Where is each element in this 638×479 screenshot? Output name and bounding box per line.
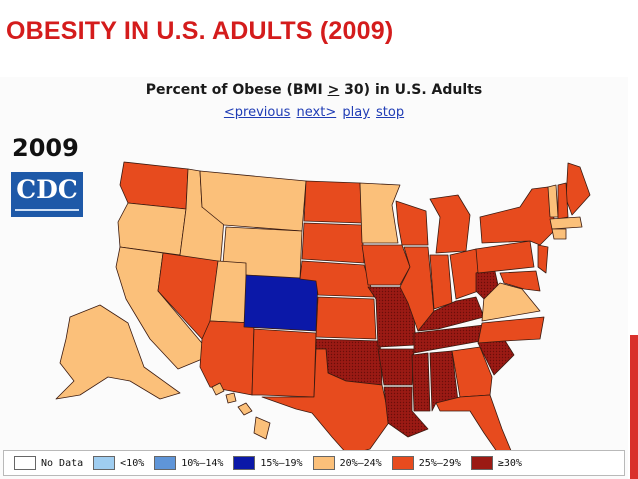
state-wa[interactable] (119, 161, 189, 210)
state-or[interactable] (117, 202, 187, 256)
state-ky[interactable] (417, 296, 485, 332)
legend-item: 25%–29% (391, 456, 461, 470)
state-ar[interactable] (377, 348, 415, 386)
heading-post: 30) in U.S. Adults (339, 82, 483, 98)
state-il[interactable] (399, 246, 435, 332)
state-ms[interactable] (411, 352, 431, 412)
state-nc[interactable] (477, 316, 545, 344)
legend-label: 10%–14% (181, 457, 224, 469)
legend-item: 15%–19% (233, 456, 303, 470)
map-panel: Percent of Obese (BMI > 30) in U.S. Adul… (0, 77, 628, 479)
stop-link[interactable]: stop (376, 105, 405, 120)
play-link[interactable]: play (342, 105, 370, 120)
legend-label: ≥30% (497, 457, 522, 469)
legend-swatch (470, 456, 493, 470)
map-heading: Percent of Obese (BMI > 30) in U.S. Adul… (0, 82, 628, 98)
state-ak[interactable] (55, 304, 181, 400)
legend-swatch (154, 456, 177, 470)
legend-label: 20%–24% (339, 457, 382, 469)
heading-pre: Percent of Obese (BMI (145, 82, 328, 98)
state-az[interactable] (199, 320, 255, 396)
state-ks[interactable] (315, 296, 377, 340)
state-wi[interactable] (395, 200, 429, 246)
heading-ge: > (327, 82, 340, 98)
state-ne[interactable] (299, 260, 375, 298)
legend-item: 20%–24% (312, 456, 382, 470)
state-la[interactable] (383, 386, 429, 438)
state-mi[interactable] (429, 194, 471, 254)
legend-swatch (312, 456, 335, 470)
accent-bar (630, 335, 638, 479)
state-ct[interactable] (551, 228, 567, 240)
legend-label: No Data (41, 457, 84, 469)
state-nm[interactable] (251, 328, 317, 398)
next-link[interactable]: next> (296, 105, 337, 120)
map-nav: <previous next> play stop (0, 105, 628, 120)
state-pa[interactable] (475, 240, 535, 274)
state-sd[interactable] (301, 222, 365, 264)
state-nj[interactable] (537, 244, 549, 274)
legend-swatch (14, 456, 36, 470)
state-md[interactable] (499, 270, 541, 292)
legend: No Data <10% 10%–14% 15%–19% 20%–24% 25%–29% ≥… (3, 450, 625, 476)
state-mt[interactable] (199, 170, 307, 232)
slide-title: OBESITY IN U.S. ADULTS (2009) (6, 17, 394, 45)
legend-item: 10%–14% (154, 456, 223, 470)
legend-label: 25%–29% (418, 457, 461, 469)
previous-link[interactable]: <previous (223, 105, 291, 120)
state-in[interactable] (429, 254, 453, 310)
legend-label: 15%–19% (260, 457, 303, 469)
cdc-logo: CDC (11, 172, 83, 217)
state-nd[interactable] (303, 180, 363, 224)
state-mn[interactable] (359, 182, 401, 244)
cdc-logo-stripe (15, 209, 79, 211)
legend-swatch (391, 456, 414, 470)
state-ny[interactable] (479, 186, 557, 246)
state-ma[interactable] (549, 216, 583, 230)
legend-item: ≥30% (470, 456, 522, 470)
state-ga[interactable] (451, 346, 493, 398)
state-co[interactable] (243, 274, 319, 332)
legend-swatch (233, 456, 256, 470)
state-ia[interactable] (361, 244, 411, 286)
legend-item: <10% (93, 456, 144, 470)
state-nh[interactable] (557, 182, 569, 220)
state-hi[interactable] (211, 382, 271, 440)
legend-item: No Data (14, 456, 83, 470)
legend-swatch (93, 456, 116, 470)
legend-label: <10% (120, 457, 145, 469)
state-vt[interactable] (547, 184, 559, 218)
us-obesity-map (55, 161, 591, 460)
cdc-logo-text: CDC (16, 175, 78, 204)
year-label: 2009 (12, 134, 79, 162)
state-me[interactable] (565, 162, 591, 216)
